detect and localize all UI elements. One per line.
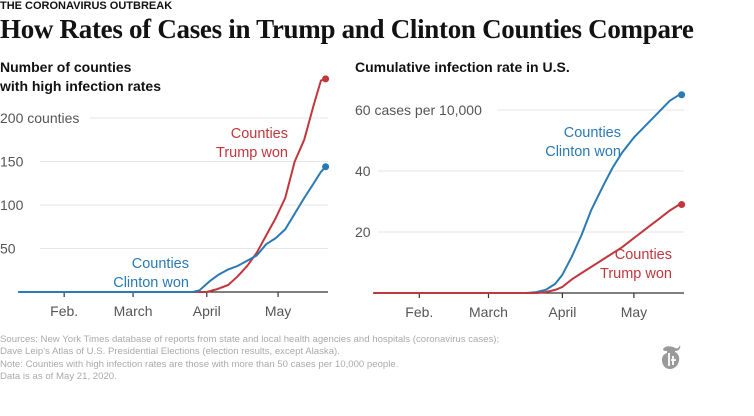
series-endpoint: [322, 163, 330, 171]
note-line: Data is as of May 21, 2020.: [0, 370, 117, 382]
series-line-counties-trump-won: [373, 203, 683, 294]
x-tick-label: May: [265, 303, 291, 319]
series-endpoint: [678, 201, 686, 209]
series-endpoint: [322, 75, 330, 83]
left-chart: 50 100 150 200 counties Feb. March April May Cou…: [0, 75, 330, 319]
series-label: Clinton won: [113, 275, 189, 291]
kicker: THE CORONAVIRUS OUTBREAK: [0, 0, 173, 12]
x-tick-label: March: [469, 304, 508, 320]
x-tick-label: April: [193, 303, 221, 319]
series-label: Trump won: [600, 266, 672, 282]
y-tick-label: 20: [355, 224, 371, 240]
x-tick-label: Feb.: [50, 303, 78, 319]
series-label: Counties: [132, 256, 189, 272]
left-chart-title: Number of counties with high infection r…: [0, 58, 161, 96]
note-line: Sources: New York Times database of repo…: [0, 334, 500, 345]
series-label: Counties: [231, 126, 288, 142]
series-label: Counties: [564, 125, 621, 141]
note-line: Note: Counties with high infection rates…: [0, 358, 399, 370]
series-line-counties-clinton-won: [373, 93, 683, 294]
series-line-counties-trump-won: [18, 77, 327, 293]
headline: How Rates of Cases in Trump and Clinton …: [0, 14, 694, 44]
x-tick-label: March: [114, 303, 153, 319]
series-endpoint: [678, 91, 686, 99]
y-tick-label: 40: [355, 163, 371, 179]
nyt-logo-icon: [662, 345, 681, 369]
source-notes: Sources: New York Times database of repo…: [0, 334, 499, 383]
y-tick-label: 50: [0, 241, 16, 257]
x-tick-label: April: [548, 304, 576, 320]
y-tick-label: 100: [0, 197, 24, 213]
left-chart-title-line-2: with high infection rates: [0, 78, 162, 94]
note-line: Dave Leip's Atlas of U.S. Presidential E…: [0, 346, 340, 358]
series-line-counties-clinton-won: [18, 165, 327, 293]
y-tick-label: 150: [0, 154, 24, 170]
left-chart-title-line-1: Number of counties: [0, 59, 132, 75]
right-chart-title: Cumulative infection rate in U.S.: [355, 59, 570, 75]
series-label: Trump won: [216, 145, 288, 161]
x-tick-label: Feb.: [405, 304, 433, 320]
series-label: Counties: [615, 247, 672, 263]
y-tick-label: 200 counties: [0, 110, 79, 126]
x-tick-label: May: [621, 304, 647, 320]
y-tick-label: 60 cases per 10,000: [355, 102, 482, 118]
right-chart: 20 40 60 cases per 10,000 Feb. March April May…: [355, 91, 686, 320]
series-label: Clinton won: [545, 144, 621, 160]
